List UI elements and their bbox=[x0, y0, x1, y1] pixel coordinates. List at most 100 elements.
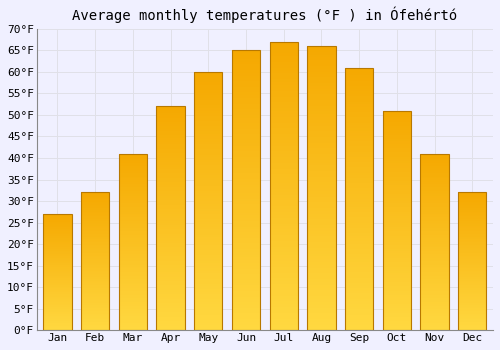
Bar bbox=[194, 180, 222, 183]
Bar bbox=[44, 238, 72, 239]
Bar bbox=[232, 210, 260, 213]
Bar bbox=[420, 231, 448, 233]
Bar bbox=[345, 207, 374, 209]
Bar bbox=[382, 121, 411, 124]
Bar bbox=[118, 173, 147, 175]
Bar bbox=[194, 162, 222, 165]
Bar bbox=[270, 99, 298, 102]
Bar bbox=[118, 224, 147, 226]
Bar bbox=[232, 174, 260, 176]
Bar bbox=[270, 68, 298, 71]
Bar bbox=[308, 63, 336, 66]
Bar bbox=[458, 195, 486, 197]
Bar bbox=[156, 297, 184, 299]
Bar bbox=[308, 97, 336, 100]
Bar bbox=[118, 198, 147, 199]
Bar bbox=[345, 249, 374, 251]
Bar bbox=[420, 230, 448, 231]
Bar bbox=[458, 241, 486, 242]
Bar bbox=[118, 323, 147, 325]
Bar bbox=[118, 253, 147, 254]
Bar bbox=[81, 311, 110, 312]
Bar bbox=[308, 253, 336, 256]
Bar bbox=[308, 157, 336, 160]
Bar bbox=[345, 278, 374, 280]
Bar bbox=[458, 193, 486, 194]
Bar bbox=[232, 179, 260, 182]
Bar bbox=[232, 134, 260, 137]
Bar bbox=[308, 194, 336, 197]
Bar bbox=[156, 286, 184, 288]
Bar bbox=[345, 307, 374, 309]
Bar bbox=[270, 117, 298, 120]
Bar bbox=[118, 189, 147, 191]
Bar bbox=[232, 311, 260, 314]
Bar bbox=[232, 84, 260, 87]
Bar bbox=[156, 108, 184, 111]
Bar bbox=[44, 275, 72, 277]
Bar bbox=[420, 154, 448, 155]
Bar bbox=[458, 296, 486, 297]
Bar bbox=[420, 307, 448, 309]
Bar bbox=[345, 152, 374, 154]
Bar bbox=[420, 288, 448, 290]
Bar bbox=[44, 235, 72, 236]
Bar bbox=[420, 212, 448, 214]
Bar bbox=[44, 221, 72, 222]
Bar bbox=[44, 294, 72, 295]
Bar bbox=[118, 311, 147, 313]
Bar bbox=[232, 305, 260, 308]
Bar bbox=[308, 75, 336, 77]
Bar bbox=[44, 265, 72, 266]
Bar bbox=[345, 199, 374, 202]
Bar bbox=[270, 281, 298, 284]
Bar bbox=[194, 178, 222, 180]
Bar bbox=[308, 160, 336, 162]
Bar bbox=[232, 112, 260, 115]
Bar bbox=[118, 256, 147, 258]
Bar bbox=[156, 131, 184, 133]
Bar bbox=[458, 246, 486, 247]
Bar bbox=[194, 170, 222, 173]
Bar bbox=[270, 128, 298, 131]
Bar bbox=[308, 217, 336, 219]
Bar bbox=[270, 114, 298, 117]
Bar bbox=[308, 60, 336, 63]
Bar bbox=[81, 193, 110, 194]
Bar bbox=[194, 152, 222, 155]
Bar bbox=[194, 193, 222, 196]
Bar bbox=[44, 309, 72, 310]
Bar bbox=[420, 302, 448, 304]
Bar bbox=[81, 288, 110, 289]
Bar bbox=[118, 277, 147, 279]
Bar bbox=[118, 230, 147, 231]
Bar bbox=[118, 157, 147, 159]
Bar bbox=[270, 229, 298, 232]
Bar bbox=[308, 120, 336, 123]
Bar bbox=[420, 228, 448, 230]
Bar bbox=[308, 182, 336, 185]
Bar bbox=[232, 176, 260, 179]
Bar bbox=[118, 206, 147, 209]
Bar bbox=[270, 172, 298, 174]
Bar bbox=[194, 253, 222, 256]
Bar bbox=[194, 219, 222, 222]
Bar bbox=[81, 209, 110, 210]
Bar bbox=[345, 294, 374, 296]
Bar bbox=[308, 177, 336, 180]
Bar bbox=[118, 260, 147, 261]
Bar bbox=[420, 221, 448, 223]
Bar bbox=[118, 265, 147, 267]
Bar bbox=[420, 175, 448, 177]
Bar bbox=[308, 80, 336, 83]
Bar bbox=[156, 158, 184, 160]
Bar bbox=[194, 98, 222, 100]
Bar bbox=[308, 265, 336, 268]
Bar bbox=[345, 254, 374, 257]
Bar bbox=[420, 206, 448, 209]
Bar bbox=[420, 314, 448, 316]
Bar bbox=[345, 283, 374, 286]
Bar bbox=[44, 217, 72, 219]
Bar bbox=[345, 196, 374, 199]
Bar bbox=[420, 277, 448, 279]
